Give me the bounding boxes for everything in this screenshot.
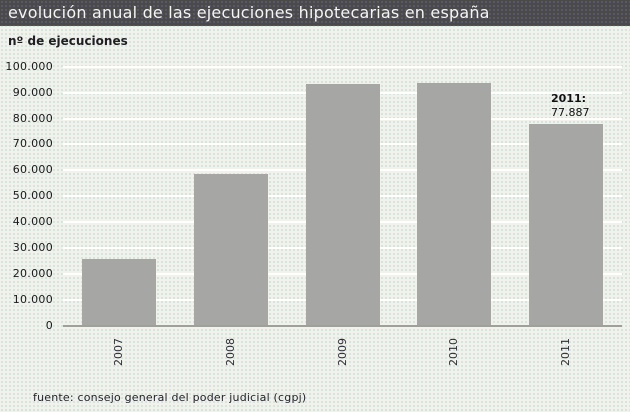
x-tick-label: 2009 <box>335 337 349 366</box>
x-tick-label: 2008 <box>223 337 237 366</box>
x-tick-label: 2010 <box>447 337 461 366</box>
y-tick-label: 80.000 <box>12 111 53 125</box>
chart-title-bar: evolución anual de las ejecuciones hipot… <box>0 0 630 26</box>
x-axis-line <box>63 324 622 327</box>
y-tick-label: 100.000 <box>5 59 53 73</box>
annotation-value-label: 77.887 <box>551 106 590 119</box>
y-tick-label: 50.000 <box>12 189 53 203</box>
bar-2009 <box>305 84 380 326</box>
y-tick-label: 90.000 <box>12 85 53 99</box>
annotation-year-label: 2011: <box>551 92 587 105</box>
source-note: fuente: consejo general del poder judici… <box>33 391 307 404</box>
x-tick-label: 2007 <box>111 337 125 366</box>
bar-2011 <box>529 123 604 326</box>
y-gridline <box>63 65 622 68</box>
y-tick-label: 0 <box>45 318 53 332</box>
annotation-2011: 2011: 77.887 <box>551 92 590 120</box>
bar-2007 <box>81 258 156 326</box>
chart-title: evolución anual de las ejecuciones hipot… <box>8 3 490 22</box>
y-tick-label: 20.000 <box>12 266 53 280</box>
y-tick-label: 10.000 <box>12 292 53 306</box>
bar-2008 <box>193 173 268 326</box>
y-axis-unit-label: nº de ejecuciones <box>8 34 128 48</box>
y-tick-label: 30.000 <box>12 241 53 254</box>
y-tick-label: 60.000 <box>12 163 53 177</box>
y-tick-label: 40.000 <box>12 215 53 229</box>
bar-2010 <box>417 83 492 326</box>
y-tick-label: 70.000 <box>12 137 53 151</box>
x-tick-label: 2011 <box>559 337 573 366</box>
